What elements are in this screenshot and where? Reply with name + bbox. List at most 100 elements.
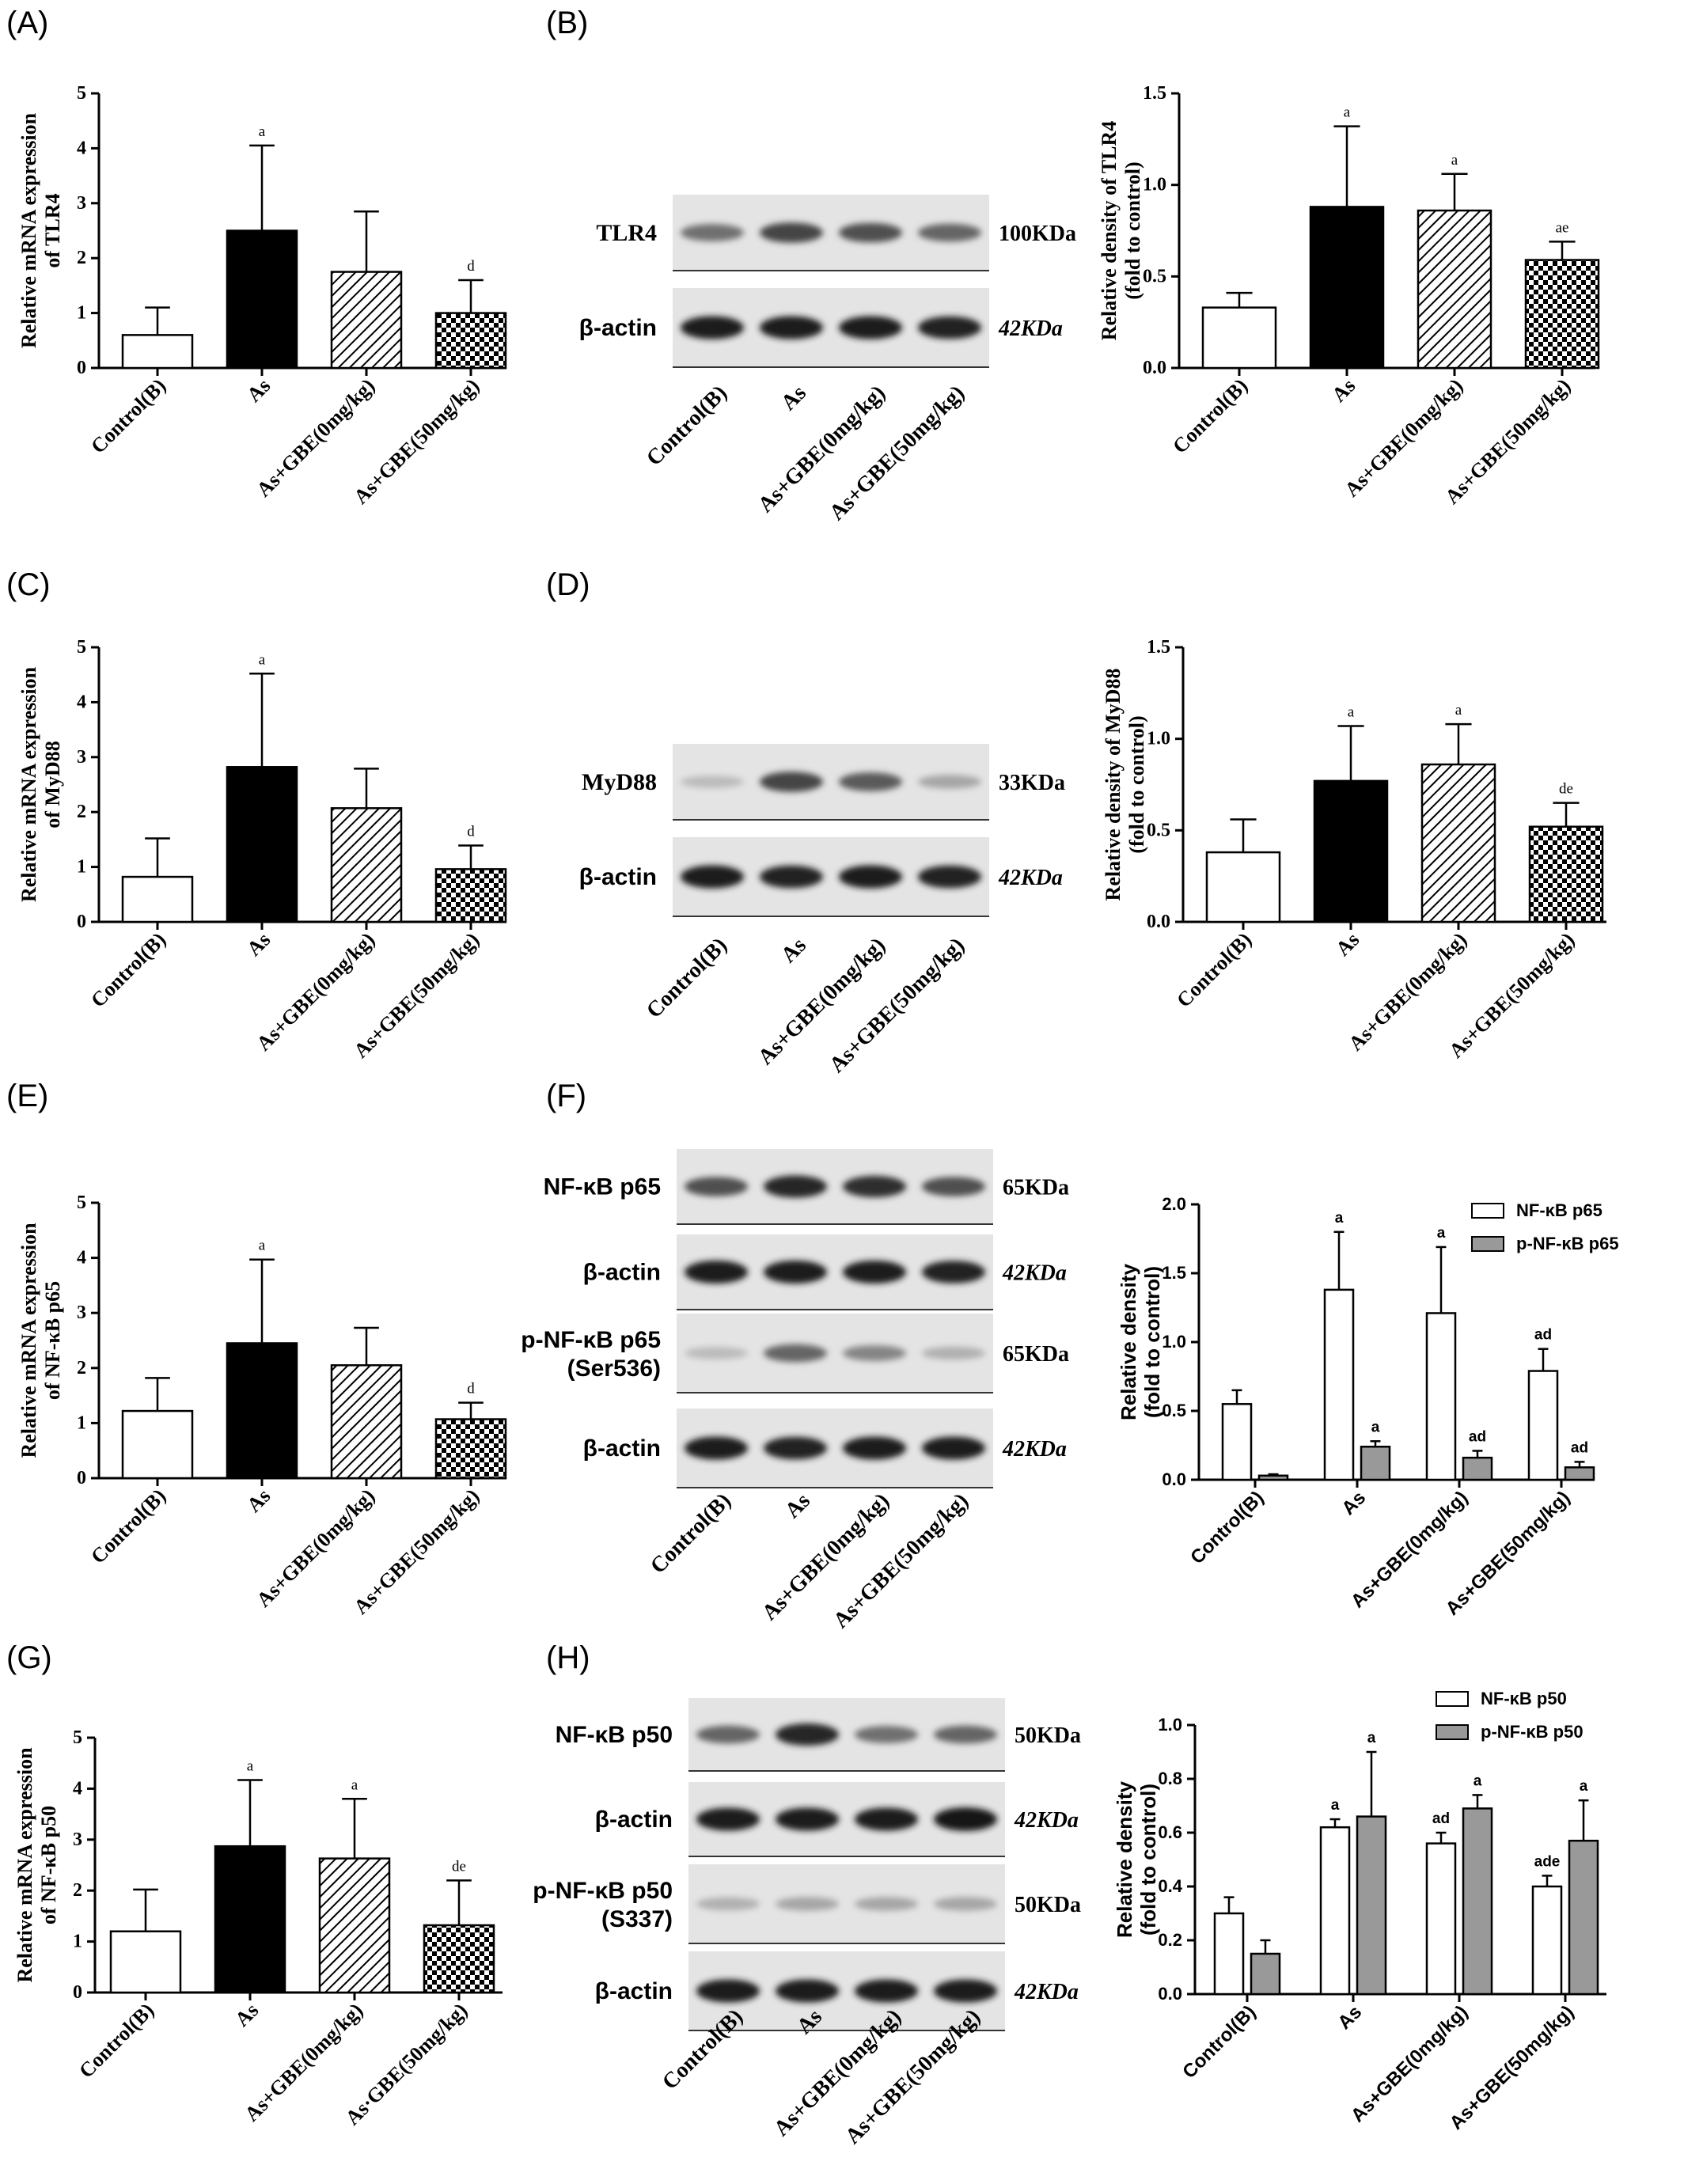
significance-label: ae <box>1556 219 1569 236</box>
blot-band <box>855 1807 918 1831</box>
molecular-weight-label: 65KDa <box>1003 1176 1069 1200</box>
significance-label: ad <box>1571 1439 1588 1456</box>
blot-band <box>764 1260 827 1284</box>
x-tick-label: As <box>242 374 275 407</box>
y-tick-label: 1.0 <box>1147 729 1170 749</box>
y-tick-label: 1 <box>77 303 86 324</box>
y-tick-label: 3 <box>77 193 86 214</box>
y-tick-label: 2 <box>77 802 86 822</box>
y-axis-label: (fold to control) <box>1140 1266 1164 1418</box>
x-tick-label: As <box>242 1484 275 1517</box>
y-tick-label: 0.2 <box>1158 1930 1182 1950</box>
blot-row: p-NF-κB p50(S337) 50KDa <box>533 1864 1081 1944</box>
significance-label: a <box>259 123 266 140</box>
significance-label: a <box>1474 1773 1482 1789</box>
protein-label: β-actin <box>579 315 657 341</box>
significance-label: ad <box>1432 1811 1450 1827</box>
y-tick-label: 3 <box>77 747 86 768</box>
molecular-weight-label: 42KDa <box>1014 1808 1079 1833</box>
blot-row: β-actin 42KDa <box>595 1782 1079 1857</box>
x-tick-label: As <box>1327 374 1360 407</box>
blot-b: TLR4 100KDa β-actin 42KDa Control(B) As As+GBE… <box>579 195 1076 525</box>
blot-band <box>839 222 902 243</box>
significance-label: d <box>467 258 475 275</box>
blot-band <box>776 1897 839 1911</box>
bar <box>1462 1456 1493 1481</box>
molecular-weight-label: 42KDa <box>1002 1437 1067 1462</box>
blot-band <box>685 1436 748 1460</box>
y-tick-label: 0.5 <box>1147 820 1170 840</box>
significance-label: ad <box>1534 1327 1552 1344</box>
protein-label: p-NF-κB p50 <box>533 1878 673 1904</box>
bar <box>330 271 403 370</box>
y-tick-label: 5 <box>77 1192 86 1213</box>
blot-d: MyD88 33KDa β-actin 42KDa Control(B) As As+GBE… <box>579 744 1065 1078</box>
bar <box>1568 1839 1599 1996</box>
bar <box>423 1924 495 1994</box>
x-tick-label: As <box>1337 1487 1370 1519</box>
bar <box>1425 1842 1457 1996</box>
lane-label: Control(B) <box>642 381 732 471</box>
chart-a: 0 1 2 3 4 5 Relative mRNA expression of TLR4 a d C… <box>17 83 507 509</box>
bar <box>121 334 194 370</box>
significance-label: de <box>1559 781 1573 798</box>
blot-band <box>681 224 744 241</box>
chart-e: 0 1 2 3 4 5 Relative mRNA expression of NF-κB p… <box>17 1192 507 1619</box>
chart-h: 0.0 0.2 0.4 0.6 0.8 1.0 Relative density (fold … <box>1113 1689 1606 2134</box>
y-tick-label: 0 <box>77 912 86 932</box>
bar <box>1425 1312 1457 1481</box>
y-tick-label: 2 <box>77 1358 86 1378</box>
blot-row: β-actin 42KDa <box>583 1409 1067 1488</box>
bar <box>121 875 194 923</box>
blot-band <box>855 1897 918 1911</box>
blot-f: NF-κB p65 65KDa β-actin 42KDa p-NF-κB p65 (Se… <box>521 1149 1069 1633</box>
blot-band <box>839 772 902 791</box>
bar <box>318 1857 391 1994</box>
x-tick-label: Control(B) <box>1168 374 1252 458</box>
blot-row: β-actin 42KDa <box>583 1234 1067 1310</box>
protein-label: TLR4 <box>596 220 657 246</box>
blot-band <box>681 865 744 889</box>
blot-row: MyD88 33KDa <box>582 744 1065 821</box>
blot-band <box>760 222 823 243</box>
blot-band <box>843 1175 906 1198</box>
y-tick-label: 1.0 <box>1143 175 1166 195</box>
y-tick-label: 4 <box>77 138 86 158</box>
significance-label: a <box>247 1757 254 1774</box>
y-axis-label: (fold to control) <box>1136 1784 1160 1936</box>
y-axis-label: of MyD88 <box>41 741 64 828</box>
blot-row: TLR4 100KDa <box>596 195 1076 271</box>
bar <box>121 1409 194 1480</box>
bar <box>1564 1466 1595 1481</box>
blot-band <box>843 1260 906 1284</box>
lane-label: Control(B) <box>642 933 732 1023</box>
bar <box>330 807 403 923</box>
x-tick-label: As+GBE(0mg/kg) <box>1345 928 1472 1056</box>
lane-label: As+GBE(50mg/kg) <box>825 381 969 525</box>
bar <box>1323 1288 1355 1481</box>
blot-row: β-actin 42KDa <box>579 837 1063 917</box>
bar <box>1356 1815 1387 1996</box>
protein-label: β-actin <box>595 1978 673 2004</box>
blot-band <box>839 865 902 889</box>
significance-label: a <box>1455 702 1462 719</box>
bar <box>226 229 298 370</box>
significance-label: a <box>1451 152 1458 169</box>
x-tick-label: Control(B) <box>86 928 170 1012</box>
y-tick-label: 0.0 <box>1143 358 1166 378</box>
blot-band <box>685 1177 748 1196</box>
y-tick-label: 3 <box>73 1829 82 1850</box>
bar <box>1417 209 1492 370</box>
y-tick-label: 0.0 <box>1147 912 1170 932</box>
x-tick-label: As+GBE(0mg/kg) <box>1341 374 1468 502</box>
chart-c: 0 1 2 3 4 5 Relative mRNA expression of MyD88 a d… <box>17 637 507 1063</box>
y-axis-label: of TLR4 <box>41 193 64 267</box>
blot-band <box>685 1260 748 1284</box>
y-tick-label: 0 <box>77 358 86 378</box>
y-tick-label: 1.0 <box>1158 1715 1182 1735</box>
blot-band <box>918 865 981 889</box>
protein-label: β-actin <box>583 1435 661 1462</box>
bar <box>1221 1403 1253 1481</box>
blot-band <box>922 1177 985 1196</box>
significance-label: de <box>452 1858 466 1875</box>
